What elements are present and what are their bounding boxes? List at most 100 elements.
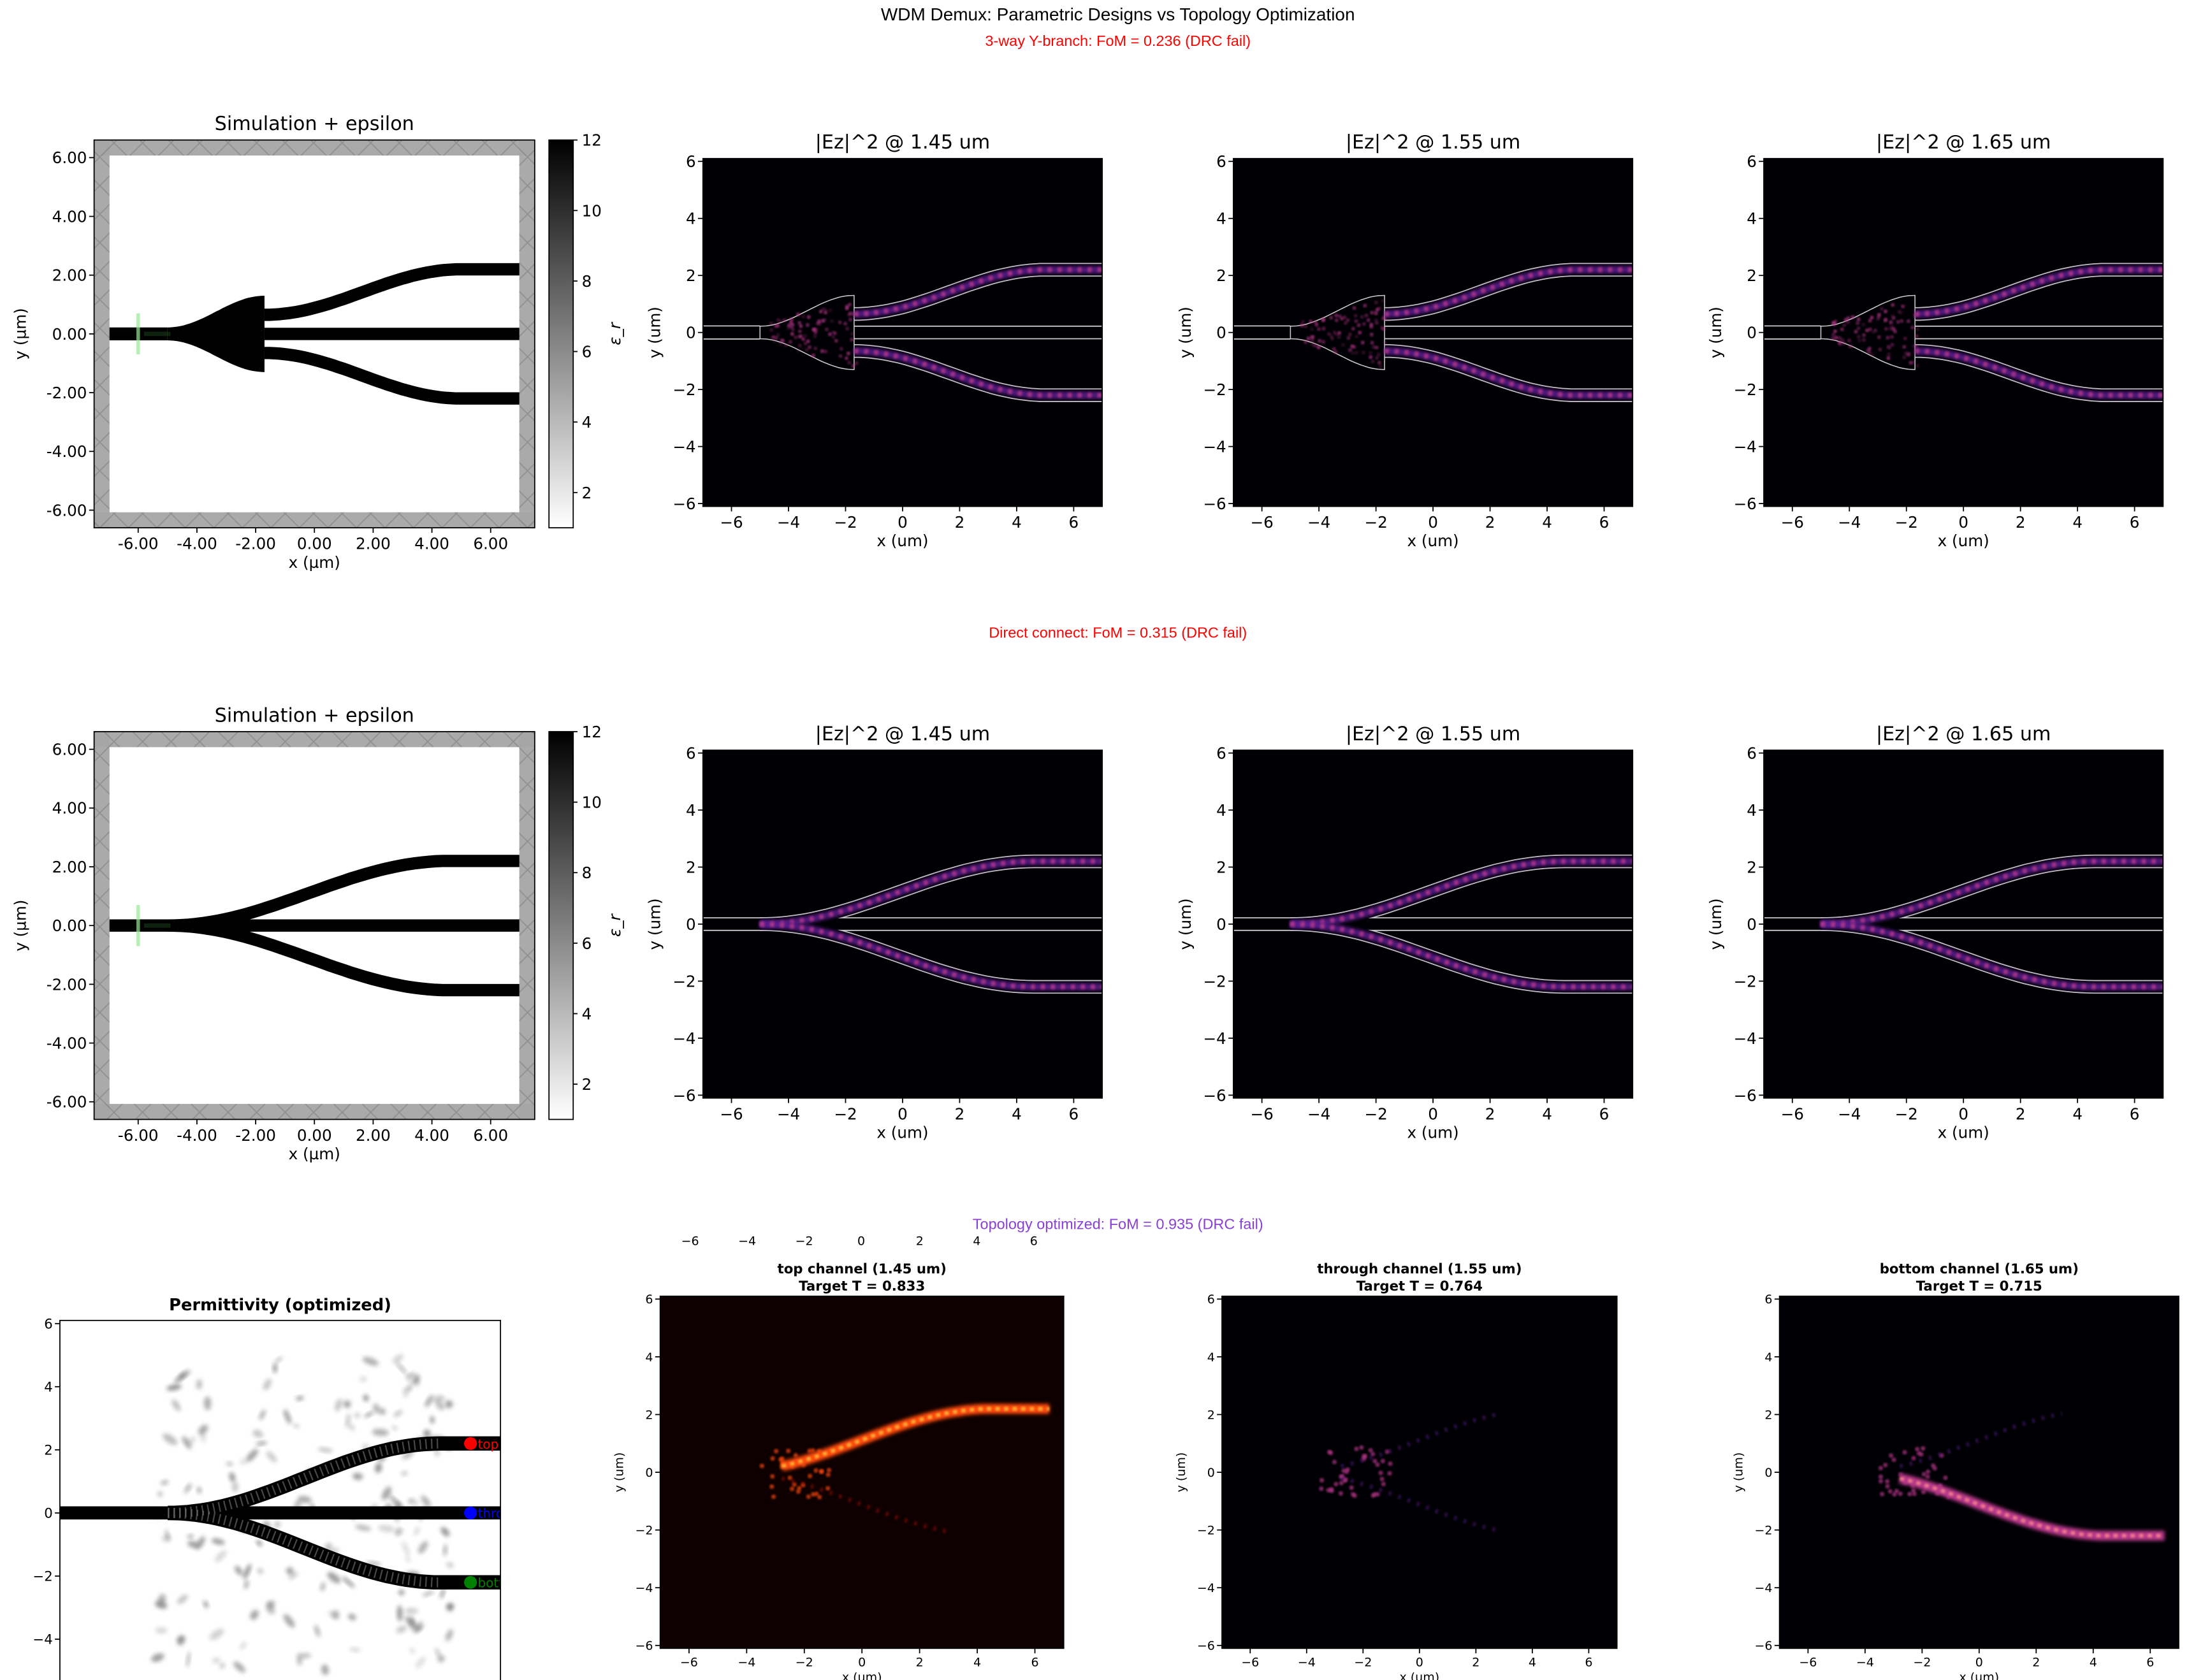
field-hotspot — [1310, 327, 1314, 331]
design-feature — [354, 1412, 361, 1419]
plot-area — [1233, 158, 1633, 507]
field-hotspot — [769, 328, 774, 332]
field-interference — [1290, 858, 1633, 927]
colorbar-tick-label: 8 — [582, 272, 592, 291]
field-hotspot — [1916, 364, 1919, 368]
y-tick-label: 6 — [44, 1316, 53, 1332]
field-hotspot — [817, 1495, 822, 1500]
field-hotspot — [1378, 306, 1382, 310]
port-marker-top — [464, 1437, 477, 1451]
x-tick-label: 0 — [898, 1104, 908, 1123]
design-feature — [314, 1625, 321, 1637]
field-hotspot — [1887, 352, 1891, 356]
y-tick-label: -6.00 — [47, 1093, 87, 1112]
field-hotspot — [1351, 326, 1355, 331]
field-hotspot — [1889, 324, 1894, 328]
x-tick-label: −2 — [834, 513, 857, 532]
y-tick-label: −6 — [1734, 495, 1757, 513]
design-feature — [364, 1411, 374, 1418]
y-tick-label: 6 — [686, 744, 696, 762]
field-hotspot — [1862, 333, 1866, 337]
field-hotspot — [1349, 1485, 1354, 1490]
field-hotspot — [1310, 342, 1314, 347]
y-tick-label: −2 — [1734, 972, 1757, 990]
field-hotspot — [851, 364, 855, 368]
field-hotspot — [1912, 1491, 1917, 1496]
field-hotspot — [786, 1448, 791, 1454]
field-hotspot — [1309, 319, 1313, 324]
field-hotspot — [1889, 320, 1893, 324]
design-feature — [244, 1579, 249, 1589]
y-tick-label: −6 — [673, 495, 695, 513]
field-hotspot — [804, 347, 809, 352]
design-feature — [211, 1538, 225, 1545]
field-hotspot — [1890, 343, 1894, 347]
field-hotspot — [808, 1474, 813, 1479]
y-tick-label: −2 — [1754, 1523, 1772, 1537]
x-axis-label: x (µm) — [289, 553, 340, 572]
field-hotspot — [796, 349, 801, 353]
field-hotspot — [845, 307, 849, 310]
field-hotspot — [792, 1482, 797, 1487]
field-hotspot — [818, 321, 822, 326]
x-tick-label: −6 — [1251, 513, 1274, 532]
field-hotspot — [1387, 1471, 1392, 1476]
y-tick-label: −4 — [673, 437, 695, 456]
panel-field-7: −6 −4 −2 0 2 4 6 −6 −4 −2 0 2 4 6 |Ez|^2 @ 1.55 um x (u… — [1176, 723, 1634, 1142]
plot-area — [702, 158, 1103, 507]
field-hotspot — [1861, 322, 1866, 327]
y-tick-label: 4 — [645, 1351, 653, 1365]
x-tick-label: −2 — [1354, 1655, 1372, 1669]
colorbar-label: ε_r — [606, 321, 624, 345]
x-axis-label: x (um) — [1407, 532, 1459, 550]
field-hotspot — [824, 349, 827, 354]
x-tick-label: 4 — [1542, 1104, 1552, 1123]
design-feature — [421, 1495, 431, 1507]
stray-x-tick-label: 0 — [857, 1234, 865, 1248]
field-hotspot — [1337, 331, 1341, 335]
field-hotspot — [1868, 327, 1872, 331]
field-hotspot — [1858, 338, 1861, 342]
field-hotspot — [1358, 330, 1362, 335]
design-feature — [177, 1595, 188, 1604]
design-feature — [378, 1524, 395, 1533]
field-hotspot — [848, 311, 853, 315]
field-hotspot — [810, 1448, 815, 1453]
field-hotspot — [771, 335, 776, 339]
design-feature — [404, 1608, 419, 1614]
y-tick-label: 0 — [645, 1466, 653, 1480]
stray-x-tick-label: 6 — [1030, 1234, 1038, 1248]
panel-subtitle: Target T = 0.764 — [1356, 1278, 1483, 1294]
field-hotspot — [831, 335, 836, 339]
y-tick-label: 6 — [686, 152, 696, 171]
design-feature — [256, 1540, 263, 1547]
field-hotspot — [1371, 1493, 1376, 1498]
design-feature — [240, 1459, 247, 1465]
field-hotspot — [770, 1456, 775, 1461]
design-feature — [423, 1430, 431, 1437]
field-hotspot — [813, 334, 817, 338]
x-tick-label: 2 — [1485, 513, 1495, 532]
field-hotspot — [830, 319, 834, 323]
field-hotspot — [1894, 1489, 1899, 1494]
plot-area — [1233, 750, 1633, 1098]
pml-boundary — [519, 140, 535, 528]
field-hotspot — [818, 1469, 824, 1474]
x-axis-label: x (um) — [1407, 1124, 1459, 1142]
design-feature — [179, 1370, 191, 1378]
field-hotspot — [1375, 1492, 1380, 1497]
field-hotspot — [814, 1491, 819, 1496]
x-tick-label: -4.00 — [177, 1126, 217, 1145]
design-feature — [283, 1614, 295, 1628]
x-axis-label: x (um) — [842, 1670, 882, 1680]
x-tick-label: −4 — [1298, 1655, 1316, 1669]
field-hotspot — [789, 1486, 795, 1491]
field-hotspot — [1846, 316, 1850, 321]
field-hotspot — [1332, 347, 1336, 351]
waveguide — [264, 263, 520, 321]
panel-field-10: −6 −4 −2 0 2 4 6 −6 −4 −2 0 2 4 6 top channel (1.45 um… — [613, 1261, 1065, 1680]
y-tick-label: 2 — [1207, 1408, 1215, 1422]
design-feature — [256, 1441, 268, 1445]
field-hotspot — [1883, 1463, 1888, 1468]
